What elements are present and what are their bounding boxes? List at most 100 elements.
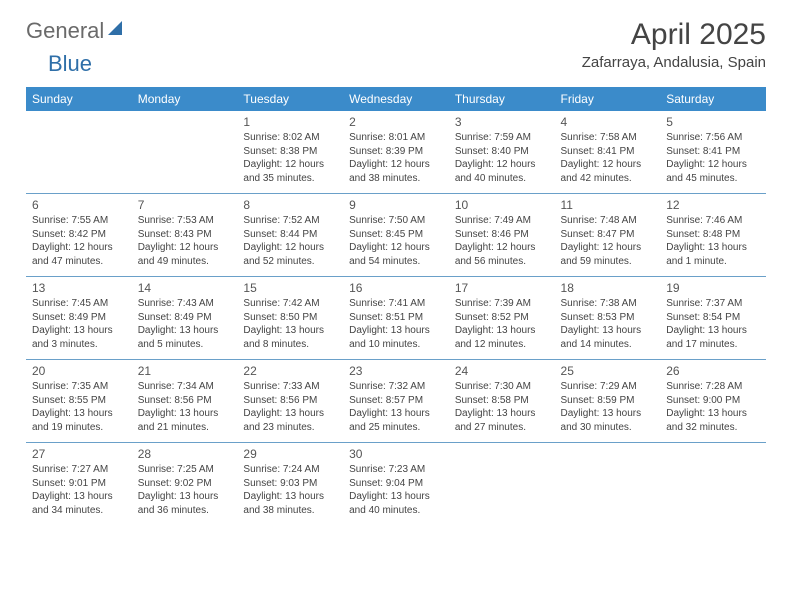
- daylight-line: Daylight: 13 hours and 17 minutes.: [666, 324, 760, 351]
- calendar-cell: 19 Sunrise: 7:37 AMSunset: 8:54 PMDayligh…: [660, 277, 766, 360]
- daylight-line: Daylight: 13 hours and 21 minutes.: [138, 407, 232, 434]
- day-number: 3: [455, 115, 549, 129]
- calendar-cell: 25 Sunrise: 7:29 AMSunset: 8:59 PMDayligh…: [555, 360, 661, 443]
- daylight-line: Daylight: 13 hours and 25 minutes.: [349, 407, 443, 434]
- sunrise-line: Sunrise: 7:48 AM: [561, 214, 655, 228]
- daylight-line: Daylight: 12 hours and 45 minutes.: [666, 158, 760, 185]
- day-info: Sunrise: 8:01 AMSunset: 8:39 PMDaylight:…: [349, 131, 443, 185]
- sunset-line: Sunset: 8:52 PM: [455, 311, 549, 325]
- col-wednesday: Wednesday: [343, 87, 449, 111]
- day-info: Sunrise: 7:23 AMSunset: 9:04 PMDaylight:…: [349, 463, 443, 517]
- sunset-line: Sunset: 8:38 PM: [243, 145, 337, 159]
- sunset-line: Sunset: 8:41 PM: [666, 145, 760, 159]
- day-info: Sunrise: 7:24 AMSunset: 9:03 PMDaylight:…: [243, 463, 337, 517]
- calendar-cell: 17 Sunrise: 7:39 AMSunset: 8:52 PMDayligh…: [449, 277, 555, 360]
- calendar-cell: [26, 111, 132, 194]
- col-saturday: Saturday: [660, 87, 766, 111]
- calendar-cell: 2Sunrise: 8:01 AMSunset: 8:39 PMDaylight…: [343, 111, 449, 194]
- daylight-line: Daylight: 13 hours and 38 minutes.: [243, 490, 337, 517]
- day-info: Sunrise: 7:55 AMSunset: 8:42 PMDaylight:…: [32, 214, 126, 268]
- sunset-line: Sunset: 8:48 PM: [666, 228, 760, 242]
- calendar-cell: 27Sunrise: 7:27 AMSunset: 9:01 PMDayligh…: [26, 443, 132, 526]
- day-number: 22: [243, 364, 337, 378]
- day-info: Sunrise: 7:28 AMSunset: 9:00 PMDaylight:…: [666, 380, 760, 434]
- day-number: 28: [138, 447, 232, 461]
- sunset-line: Sunset: 8:56 PM: [138, 394, 232, 408]
- sunrise-line: Sunrise: 7:30 AM: [455, 380, 549, 394]
- day-info: Sunrise: 7:41 AMSunset: 8:51 PMDaylight:…: [349, 297, 443, 351]
- day-info: Sunrise: 7:53 AMSunset: 8:43 PMDaylight:…: [138, 214, 232, 268]
- day-info: Sunrise: 7:43 AMSunset: 8:49 PMDaylight:…: [138, 297, 232, 351]
- sunset-line: Sunset: 9:00 PM: [666, 394, 760, 408]
- sunset-line: Sunset: 8:57 PM: [349, 394, 443, 408]
- day-info: Sunrise: 7:52 AMSunset: 8:44 PMDaylight:…: [243, 214, 337, 268]
- day-info: Sunrise: 7:48 AMSunset: 8:47 PMDaylight:…: [561, 214, 655, 268]
- daylight-line: Daylight: 13 hours and 19 minutes.: [32, 407, 126, 434]
- day-number: 18: [561, 281, 655, 295]
- calendar-cell: 24Sunrise: 7:30 AMSunset: 8:58 PMDayligh…: [449, 360, 555, 443]
- sunset-line: Sunset: 8:43 PM: [138, 228, 232, 242]
- calendar-cell: 15Sunrise: 7:42 AMSunset: 8:50 PMDayligh…: [237, 277, 343, 360]
- calendar-cell: 9Sunrise: 7:50 AMSunset: 8:45 PMDaylight…: [343, 194, 449, 277]
- calendar-page: General April 2025 Zafarraya, Andalusia,…: [0, 0, 792, 543]
- calendar-row: 1Sunrise: 8:02 AMSunset: 8:38 PMDaylight…: [26, 111, 766, 194]
- day-info: Sunrise: 7:49 AMSunset: 8:46 PMDaylight:…: [455, 214, 549, 268]
- sunrise-line: Sunrise: 7:38 AM: [561, 297, 655, 311]
- sunset-line: Sunset: 8:49 PM: [138, 311, 232, 325]
- sunrise-line: Sunrise: 7:29 AM: [561, 380, 655, 394]
- brand-logo: General: [26, 18, 124, 44]
- sunrise-line: Sunrise: 7:50 AM: [349, 214, 443, 228]
- sunset-line: Sunset: 8:59 PM: [561, 394, 655, 408]
- day-number: 4: [561, 115, 655, 129]
- day-number: 9: [349, 198, 443, 212]
- calendar-cell: 10Sunrise: 7:49 AMSunset: 8:46 PMDayligh…: [449, 194, 555, 277]
- daylight-line: Daylight: 12 hours and 40 minutes.: [455, 158, 549, 185]
- month-title: April 2025: [582, 18, 766, 52]
- sunrise-line: Sunrise: 7:23 AM: [349, 463, 443, 477]
- sunrise-line: Sunrise: 7:35 AM: [32, 380, 126, 394]
- sunset-line: Sunset: 8:50 PM: [243, 311, 337, 325]
- day-number: 19: [666, 281, 760, 295]
- sunset-line: Sunset: 8:41 PM: [561, 145, 655, 159]
- day-number: 11: [561, 198, 655, 212]
- calendar-cell: 21Sunrise: 7:34 AMSunset: 8:56 PMDayligh…: [132, 360, 238, 443]
- calendar-cell: [555, 443, 661, 526]
- sunset-line: Sunset: 8:54 PM: [666, 311, 760, 325]
- daylight-line: Daylight: 13 hours and 1 minute.: [666, 241, 760, 268]
- day-number: 7: [138, 198, 232, 212]
- day-info: Sunrise: 7:29 AMSunset: 8:59 PMDaylight:…: [561, 380, 655, 434]
- sunrise-line: Sunrise: 7:59 AM: [455, 131, 549, 145]
- calendar-row: 27Sunrise: 7:27 AMSunset: 9:01 PMDayligh…: [26, 443, 766, 526]
- day-number: 25: [561, 364, 655, 378]
- sunrise-line: Sunrise: 7:46 AM: [666, 214, 760, 228]
- day-number: 17: [455, 281, 549, 295]
- sunrise-line: Sunrise: 7:58 AM: [561, 131, 655, 145]
- calendar-row: 20Sunrise: 7:35 AMSunset: 8:55 PMDayligh…: [26, 360, 766, 443]
- day-info: Sunrise: 7:37 AMSunset: 8:54 PMDaylight:…: [666, 297, 760, 351]
- day-number: 30: [349, 447, 443, 461]
- calendar-cell: 28Sunrise: 7:25 AMSunset: 9:02 PMDayligh…: [132, 443, 238, 526]
- day-number: 13: [32, 281, 126, 295]
- day-info: Sunrise: 7:27 AMSunset: 9:01 PMDaylight:…: [32, 463, 126, 517]
- sunset-line: Sunset: 9:03 PM: [243, 477, 337, 491]
- day-number: 24: [455, 364, 549, 378]
- day-number: 5: [666, 115, 760, 129]
- day-info: Sunrise: 7:42 AMSunset: 8:50 PMDaylight:…: [243, 297, 337, 351]
- sunrise-line: Sunrise: 8:02 AM: [243, 131, 337, 145]
- calendar-cell: 23Sunrise: 7:32 AMSunset: 8:57 PMDayligh…: [343, 360, 449, 443]
- brand-part1: General: [26, 18, 104, 44]
- calendar-cell: [660, 443, 766, 526]
- day-number: 14: [138, 281, 232, 295]
- location-subtitle: Zafarraya, Andalusia, Spain: [582, 54, 766, 71]
- calendar-cell: 1Sunrise: 8:02 AMSunset: 8:38 PMDaylight…: [237, 111, 343, 194]
- daylight-line: Daylight: 13 hours and 8 minutes.: [243, 324, 337, 351]
- sunrise-line: Sunrise: 8:01 AM: [349, 131, 443, 145]
- day-info: Sunrise: 7:46 AMSunset: 8:48 PMDaylight:…: [666, 214, 760, 268]
- sunrise-line: Sunrise: 7:56 AM: [666, 131, 760, 145]
- day-info: Sunrise: 7:39 AMSunset: 8:52 PMDaylight:…: [455, 297, 549, 351]
- sunrise-line: Sunrise: 7:52 AM: [243, 214, 337, 228]
- calendar-cell: [449, 443, 555, 526]
- sunrise-line: Sunrise: 7:27 AM: [32, 463, 126, 477]
- title-block: April 2025 Zafarraya, Andalusia, Spain: [582, 18, 766, 71]
- sunrise-line: Sunrise: 7:24 AM: [243, 463, 337, 477]
